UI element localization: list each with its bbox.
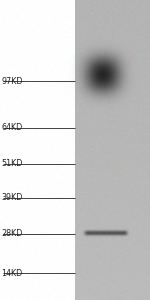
- Text: 97KD: 97KD: [2, 76, 23, 85]
- Text: 51KD: 51KD: [2, 159, 23, 168]
- Text: 39KD: 39KD: [2, 194, 23, 202]
- Text: 14KD: 14KD: [2, 268, 23, 278]
- Text: 64KD: 64KD: [2, 123, 23, 132]
- Text: 28KD: 28KD: [2, 230, 23, 238]
